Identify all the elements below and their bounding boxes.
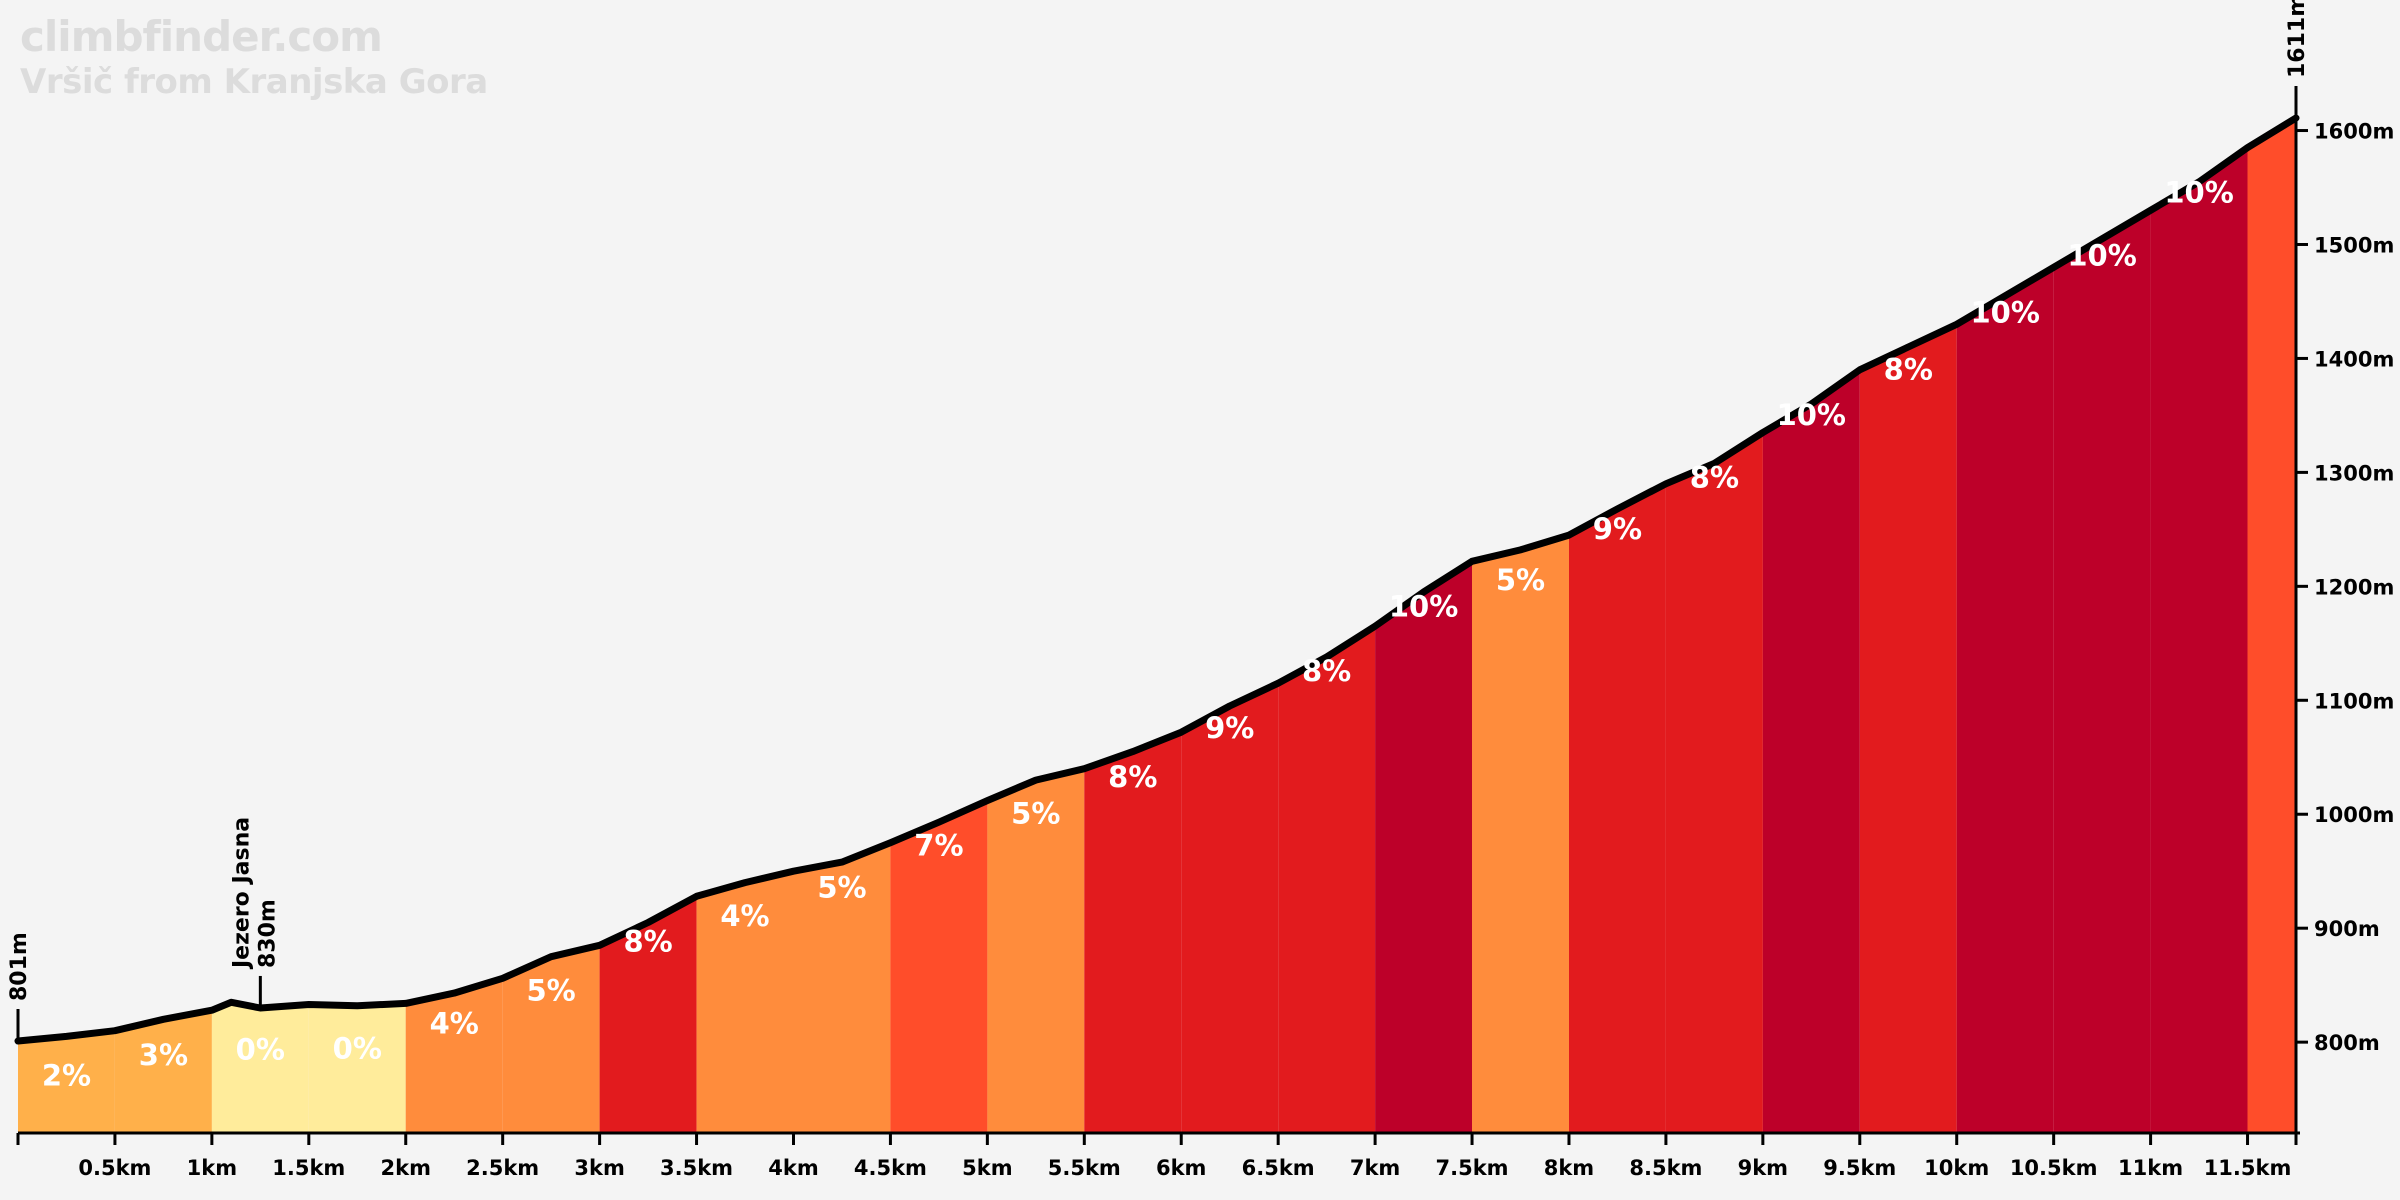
x-tick-label: 8km	[1544, 1156, 1594, 1180]
segment-14	[1375, 561, 1472, 1133]
x-tick-label: 3.5km	[660, 1156, 733, 1180]
annotation-label: Jezero Jasna	[229, 817, 254, 970]
gradient-label-21: 10%	[2067, 238, 2136, 272]
x-tick-label: 1km	[187, 1156, 237, 1180]
segment-12	[1181, 683, 1279, 1133]
elevation-profile-line	[14, 114, 2300, 1045]
gradient-label-8: 5%	[817, 871, 866, 905]
y-tick-label: 1400m	[2314, 347, 2394, 371]
x-tick-label: 4km	[768, 1156, 818, 1180]
gradient-label-2: 0%	[236, 1033, 285, 1067]
segment-1	[114, 1010, 212, 1133]
climb-title: Vršič from Kranjska Gora	[20, 62, 488, 102]
x-tick-label: 10km	[1924, 1156, 1989, 1180]
segment-4	[405, 978, 503, 1133]
x-tick-label: 4.5km	[854, 1156, 927, 1180]
x-tick-label: 2km	[381, 1156, 431, 1180]
annotation-label: 801m	[7, 932, 32, 1001]
segment-19	[1859, 324, 1957, 1133]
y-tick-label: 900m	[2314, 917, 2380, 941]
segment-6	[599, 896, 697, 1133]
gradient-label-4: 4%	[430, 1006, 479, 1040]
x-tick-label: 2.5km	[466, 1156, 539, 1180]
x-tick-label: 6.5km	[1242, 1156, 1315, 1180]
x-tick-label: 11.5km	[2204, 1156, 2292, 1180]
segment-17	[1665, 432, 1763, 1133]
x-tick-label: 9.5km	[1823, 1156, 1896, 1180]
segment-20	[1956, 267, 2054, 1133]
annotations: 801m Jezero Jasna 830m 1611m	[7, 0, 2310, 1041]
y-tick-label: 1000m	[2314, 803, 2394, 827]
gradient-label-15: 5%	[1496, 563, 1545, 597]
x-tick-label: 7km	[1350, 1156, 1400, 1180]
gradient-label-1: 3%	[139, 1038, 188, 1072]
gradient-segments	[18, 118, 2296, 1134]
x-tick-label: 5km	[962, 1156, 1012, 1180]
annotation-label: 1611m	[2285, 0, 2310, 78]
gradient-label-9: 7%	[914, 829, 963, 863]
gradient-label-3: 0%	[333, 1031, 382, 1065]
gradient-label-19: 8%	[1884, 352, 1933, 386]
segment-15	[1472, 535, 1569, 1133]
segment-0	[18, 1030, 115, 1133]
gradient-label-7: 4%	[720, 899, 769, 933]
segment-3	[308, 1003, 406, 1133]
x-tick-label: 5.5km	[1048, 1156, 1121, 1180]
gradient-label-13: 8%	[1302, 654, 1351, 688]
segment-11	[1084, 732, 1182, 1133]
segment-22	[2150, 147, 2248, 1134]
x-axis: 0.5km 1km 1.5km 2km 2.5km 3km 3.5km 4km 4.5km 5km…	[16, 1131, 2300, 1180]
x-tick-label: 8.5km	[1629, 1156, 1702, 1180]
gradient-label-16: 9%	[1593, 512, 1642, 546]
y-tick-label: 800m	[2314, 1031, 2380, 1055]
gradient-label-14: 10%	[1389, 589, 1458, 623]
x-tick-label: 10.5km	[2010, 1156, 2098, 1180]
y-tick-label: 1100m	[2314, 689, 2394, 713]
y-tick-label: 1500m	[2314, 233, 2394, 257]
x-tick-label: 11km	[2118, 1156, 2183, 1180]
y-tick-label: 1300m	[2314, 461, 2394, 485]
gradient-label-10: 5%	[1011, 797, 1060, 831]
gradient-label-18: 10%	[1777, 398, 1846, 432]
gradient-labels: 2% 3% 0% 0% 4% 5% 8% 4% 5% 7% 5% 8% 9% 8% 10% 5% 9% 8% 10%…	[42, 176, 2234, 1093]
gradient-label-6: 8%	[623, 924, 672, 958]
x-tick-label: 9km	[1738, 1156, 1788, 1180]
x-tick-label: 7.5km	[1436, 1156, 1509, 1180]
y-tick-label: 1200m	[2314, 575, 2394, 599]
segment-5	[502, 945, 600, 1133]
brand-logo: climbfinder.com	[20, 12, 383, 61]
segment-18	[1762, 369, 1860, 1133]
gradient-label-11: 8%	[1108, 760, 1157, 794]
gradient-label-12: 9%	[1205, 711, 1254, 745]
gradient-label-22: 10%	[2164, 176, 2233, 210]
segment-9	[890, 800, 988, 1133]
y-tick-label: 1600m	[2314, 120, 2394, 144]
segment-8	[793, 842, 891, 1133]
segment-7	[696, 871, 794, 1133]
gradient-label-17: 8%	[1690, 461, 1739, 495]
x-tick-label: 3km	[574, 1156, 624, 1180]
gradient-label-0: 2%	[42, 1059, 91, 1093]
segment-16	[1569, 483, 1666, 1133]
x-tick-label: 6km	[1156, 1156, 1206, 1180]
segment-23	[2247, 118, 2296, 1133]
annotation-label: 830m	[255, 899, 280, 968]
segment-2	[211, 1002, 309, 1133]
gradient-label-5: 5%	[526, 973, 575, 1007]
x-tick-label: 1.5km	[272, 1156, 345, 1180]
gradient-label-20: 10%	[1970, 295, 2039, 329]
segment-13	[1278, 626, 1376, 1133]
segment-21	[2053, 210, 2151, 1134]
segment-10	[987, 768, 1085, 1133]
x-tick-label: 0.5km	[78, 1156, 151, 1180]
y-axis: 800m 900m 1000m 1100m 1200m 1300m 1400m 1500m 16…	[2294, 118, 2394, 1133]
